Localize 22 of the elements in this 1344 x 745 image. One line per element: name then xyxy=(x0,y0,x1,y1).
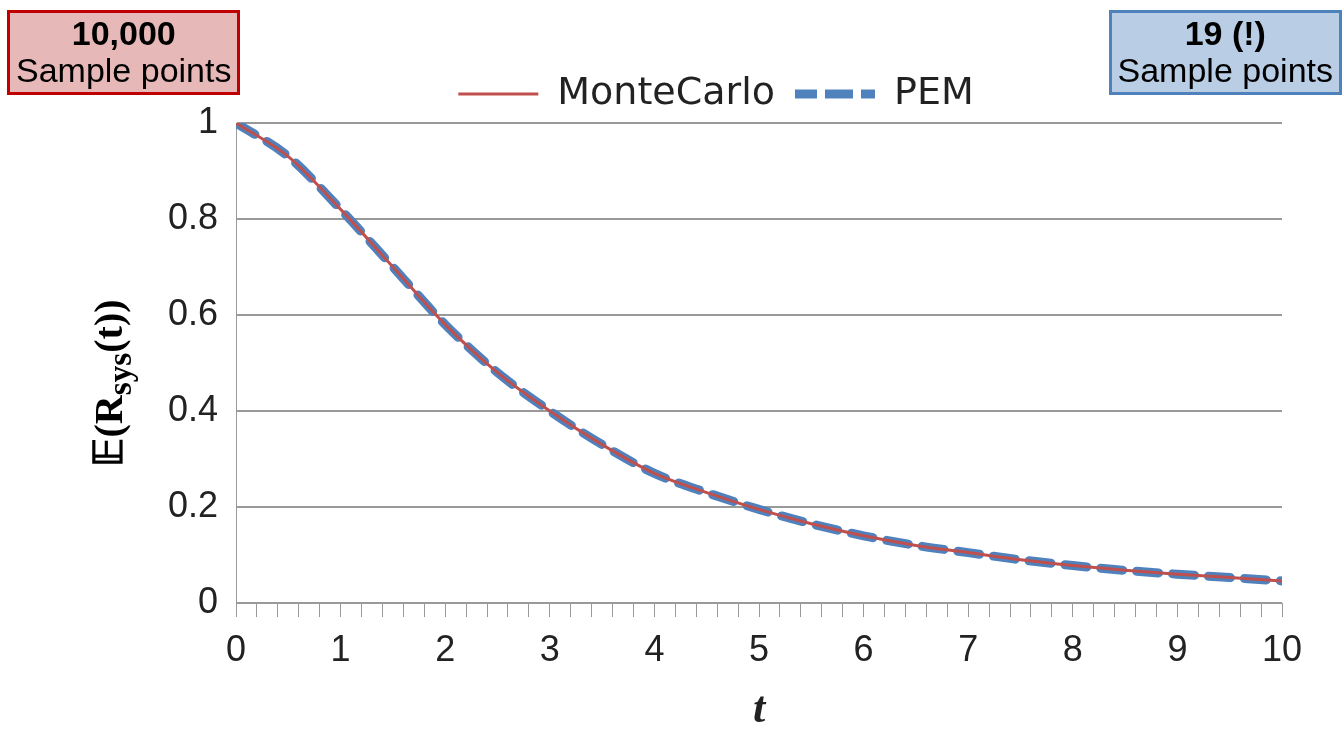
y-tick-label: 0.6 xyxy=(168,291,219,333)
x-tick-label: 5 xyxy=(749,627,770,669)
legend-label: PEM xyxy=(893,68,974,113)
y-tick-label: 0.4 xyxy=(168,387,219,429)
y-tick-label: 0.8 xyxy=(168,195,219,237)
x-tick-label: 4 xyxy=(644,627,665,669)
x-tick-label: 0 xyxy=(226,627,247,669)
x-tick-label: 6 xyxy=(853,627,874,669)
text: 10,000 Sample points xyxy=(7,10,241,95)
x-axis-title: t xyxy=(752,682,767,732)
x-tick-label: 1 xyxy=(330,627,351,669)
x-tick-label: 2 xyxy=(435,627,456,669)
x-tick-label: 3 xyxy=(539,627,560,669)
y-tick-label: 0.2 xyxy=(168,483,219,525)
y-tick-label: 1 xyxy=(198,99,219,141)
y-tick-label: 0 xyxy=(198,579,219,621)
legend-label: MonteCarlo xyxy=(557,68,775,113)
x-tick-label: 9 xyxy=(1167,627,1188,669)
x-tick-label: 10 xyxy=(1261,627,1303,669)
x-tick-label: 7 xyxy=(958,627,979,669)
text: 19 (!) Sample points xyxy=(1108,10,1342,95)
x-tick-label: 8 xyxy=(1062,627,1083,669)
